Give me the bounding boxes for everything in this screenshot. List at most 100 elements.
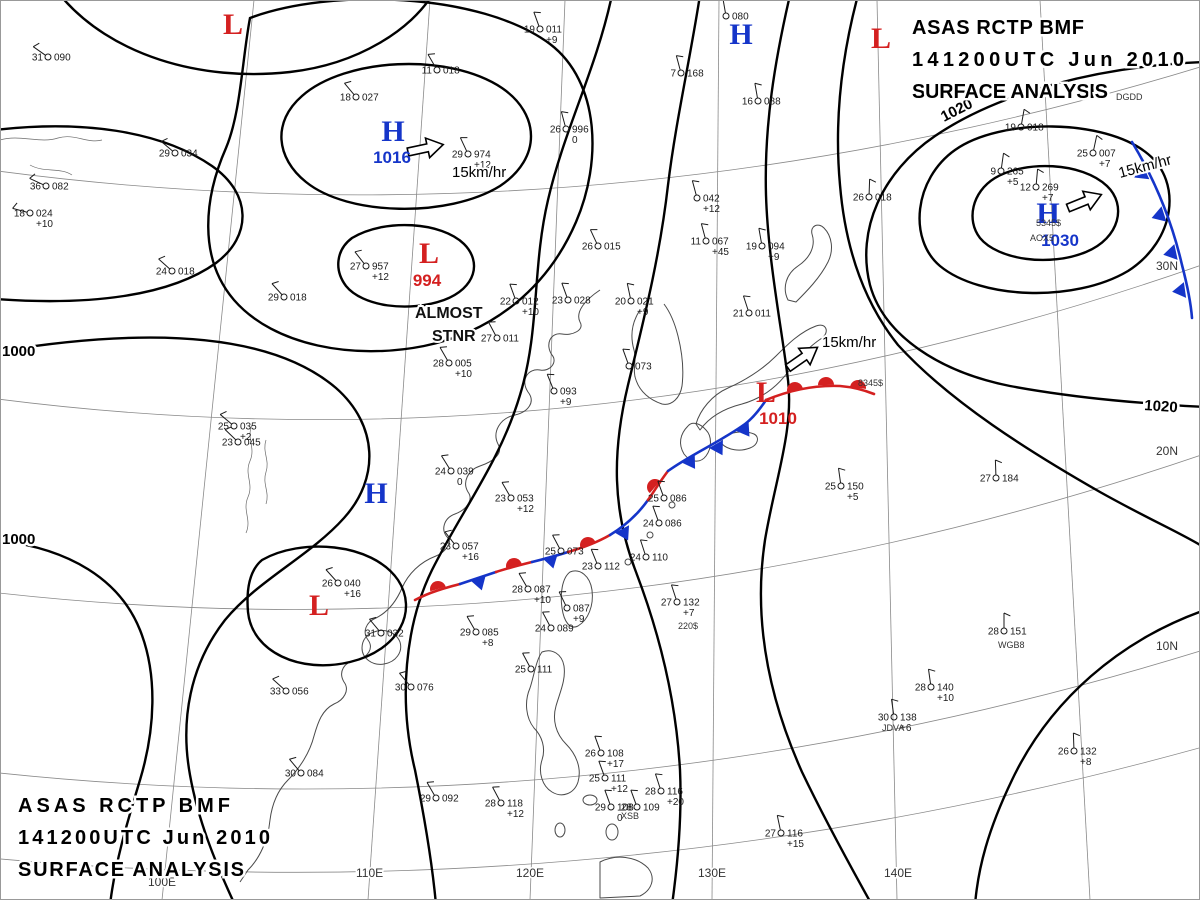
isobar [207,0,594,353]
station-tendency: +12 [611,784,628,795]
warm-front-symbol [787,382,803,392]
wind-barb [927,669,932,685]
station-plot: 28 151 [988,612,1027,638]
station-circle [657,787,665,795]
station-circle [660,494,668,502]
station-plot: 7 168 [670,55,704,80]
station-pressure: 035 [240,422,257,433]
station-circle [601,774,609,782]
terrain-line [0,136,103,142]
station-circle [445,359,453,367]
pressure-center-l: L [871,22,891,55]
wind-barb [492,786,501,801]
station-plot: 26 018 [853,178,892,204]
station-circle [722,12,730,20]
station-plot: 28 118+12 [485,786,524,820]
front-segment-warm [494,560,534,574]
station-pressure: 011 [503,334,519,345]
station-temperature: 9 [990,167,996,178]
pressure-center-l: L [309,589,329,622]
wind-barb [466,616,475,630]
longitude-label: 130E [698,866,726,880]
isobar-1016 [280,62,533,210]
station-pressure: 957 [372,262,389,273]
wind-barb [670,584,677,600]
warm-front-symbol [818,377,834,386]
station-circle [702,237,710,245]
wind-barb-feather [369,616,377,620]
station-plot: 11 067+45 [691,223,729,258]
station-plot: 31 090 [32,42,71,64]
terrain-line [264,439,268,505]
station-temperature: 18 [340,93,352,104]
ship-callsign: XSB [621,811,639,821]
station-temperature: 27 [980,474,992,485]
station-temperature: 28 [988,627,1000,638]
station-plot: 27 184 [980,459,1019,485]
station-tendency: +9 [768,252,780,263]
wind-barb [590,549,598,564]
station-plot: 27 011 [481,321,519,345]
cold-front-symbol [614,525,630,541]
station-circle [594,242,602,250]
title-block-top-right: ASAS RCTP BMF 141200UTC Jun 2010 SURFACE… [910,15,1187,106]
wind-barb-feather [995,459,1003,464]
station-pressure: 086 [665,519,682,530]
station-tendency: +12 [474,160,491,171]
station-pressure: 086 [670,494,687,505]
station-tendency: +9 [560,397,572,408]
station-temperature: 26 [550,125,562,136]
station-plot: 12 269+7 [1020,168,1059,204]
station-pressure: 974 [474,150,491,161]
isobar-1030-inner [971,164,1120,262]
wind-barb [691,180,697,196]
station-circle [997,167,1005,175]
station-pressure: 027 [362,93,379,104]
station-circle [524,585,532,593]
pressure-center-value: 1016 [373,148,411,167]
station-pressure: 092 [442,794,459,805]
station-circle [890,713,898,721]
station-tendency: +10 [534,595,551,606]
station-tendency: +7 [1042,193,1054,204]
wind-barb-feather [655,773,663,776]
wind-barb [12,207,28,213]
wind-barb-feather [671,584,679,587]
wind-barb-feather [33,42,40,48]
front-segment-warm [566,533,612,554]
wind-barb-feather [754,82,762,86]
station-circle [627,297,635,305]
station-pressure: 093 [560,387,577,398]
chart-id-title: ASAS RCTP BMF [912,17,1084,39]
station-plot: 26 015 [582,229,621,253]
wind-barb-feather [12,202,18,209]
wind-barb [32,46,46,56]
isobar [0,125,244,303]
wind-barb-feather [427,53,436,55]
wind-barb [742,295,749,311]
isobar-1020 [865,61,1200,408]
station-pressure: 108 [607,749,624,760]
wind-barb [546,374,554,389]
station-plot: 9 265+5 [990,152,1024,188]
isobar [246,545,408,667]
station-circle [655,519,663,527]
pressure-center-value: 1030 [1041,231,1079,250]
station-plot: 24 110 [630,539,668,564]
pressure-center-h: H [381,115,404,148]
warm-front-symbol [647,479,661,494]
station-temperature: 29 [159,149,171,160]
station-pressure: 039 [457,467,474,478]
coastline-honshu [695,324,827,431]
wind-barb-feather [598,760,606,763]
station-temperature: 29 [268,293,280,304]
wind-barb [160,141,174,152]
station-plot: 25 086 [648,480,687,505]
station-temperature: 24 [535,624,547,635]
station-pressure: 150 [847,482,864,493]
chart-id-title: ASAS RCTP BMF [18,795,230,817]
coastline-luzon [526,650,580,796]
warm-front-symbol [580,537,596,548]
